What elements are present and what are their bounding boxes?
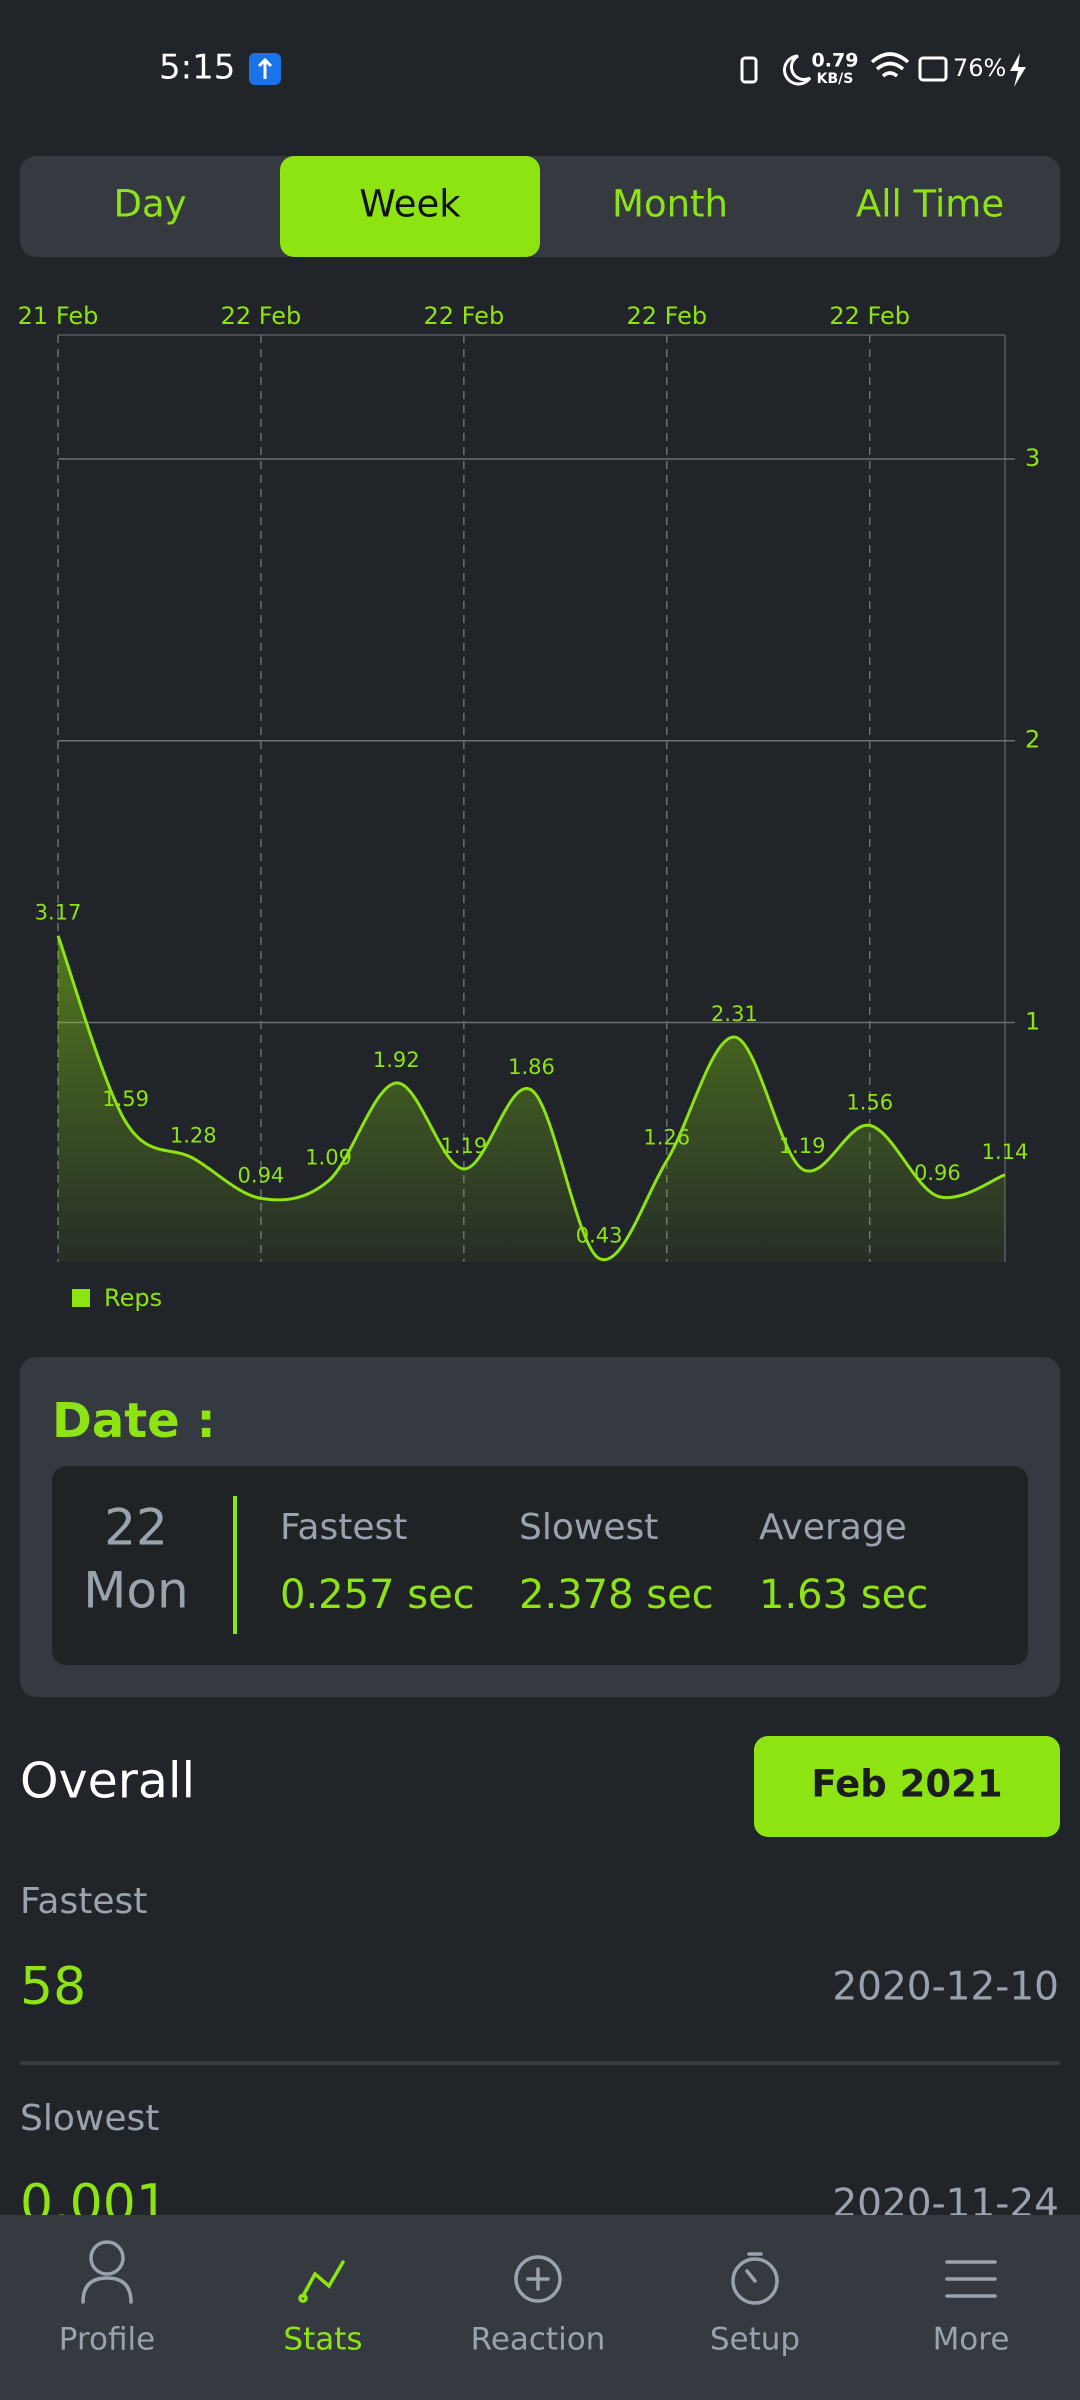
record-label: Slowest — [20, 2098, 159, 2139]
data-label: 1.28 — [170, 1123, 217, 1147]
area — [58, 935, 1005, 1262]
month-button-label[interactable]: Feb 2021 — [811, 1763, 1002, 1806]
x-tick-label: 21 Feb — [18, 302, 99, 330]
record-label: Fastest — [20, 1881, 147, 1922]
record-value: 58 — [20, 1957, 86, 2017]
stat-label: Slowest — [519, 1507, 658, 1548]
usb-glyph — [257, 57, 273, 79]
data-label: 1.19 — [779, 1134, 826, 1158]
x-tick-label: 22 Feb — [221, 302, 302, 330]
data-label: 0.43 — [576, 1223, 623, 1247]
stat-value: 1.63 sec — [759, 1572, 928, 1618]
network-unit: KB/S — [817, 71, 854, 87]
date-divider — [233, 1496, 237, 1634]
legend-swatch — [72, 1289, 90, 1307]
date-day: 22 — [104, 1499, 168, 1557]
stat-label: Average — [759, 1507, 907, 1548]
data-label: 1.19 — [440, 1134, 487, 1158]
x-tick-label: 22 Feb — [829, 302, 910, 330]
nav-label[interactable]: Reaction — [471, 2322, 606, 2358]
data-label: 0.96 — [914, 1161, 961, 1185]
data-label: 1.09 — [305, 1146, 352, 1170]
status-time: 5:15 — [159, 48, 235, 88]
y2-tick-label: 3 — [1025, 444, 1040, 472]
overall-title: Overall — [20, 1753, 195, 1810]
dnd-icon — [783, 54, 812, 86]
data-label: 1.86 — [508, 1055, 555, 1079]
data-label: 1.14 — [982, 1140, 1029, 1164]
record-date: 2020-12-10 — [832, 1965, 1059, 2010]
nav-icon[interactable] — [298, 2260, 345, 2303]
x-tick-label: 22 Feb — [424, 302, 505, 330]
data-label: 1.56 — [846, 1090, 893, 1114]
y2-tick-label: 1 — [1025, 1008, 1040, 1036]
nav-label[interactable]: Profile — [59, 2322, 155, 2358]
charging-icon — [1010, 53, 1026, 87]
date-inner-box — [52, 1466, 1028, 1665]
network-speed: 0.79 — [812, 50, 859, 72]
x-tick-label: 22 Feb — [626, 302, 707, 330]
stat-value: 0.257 sec — [280, 1572, 475, 1618]
bottom-nav — [0, 2215, 1080, 2400]
data-label: 0.94 — [238, 1163, 285, 1187]
stat-value: 2.378 sec — [519, 1572, 714, 1618]
tab-label[interactable]: Week — [359, 183, 461, 226]
nav-label[interactable]: More — [933, 2322, 1010, 2358]
tab-label[interactable]: Day — [113, 183, 186, 226]
y2-tick-label: 2 — [1025, 726, 1040, 754]
data-label: 1.92 — [373, 1048, 420, 1072]
wifi-icon — [870, 52, 910, 78]
tab-label[interactable]: Month — [612, 183, 728, 226]
sim-icon — [918, 56, 948, 82]
record-divider — [20, 2061, 1060, 2065]
line — [56, 935, 1006, 1262]
data-label: 1.26 — [643, 1126, 690, 1150]
data-label: 3.17 — [35, 901, 82, 925]
vibrate-icon — [740, 56, 758, 84]
nav-icon[interactable] — [81, 2240, 133, 2304]
tab-label[interactable]: All Time — [856, 183, 1004, 226]
date-weekday: Mon — [83, 1562, 188, 1620]
nav-icon[interactable] — [945, 2260, 997, 2298]
tab-selected[interactable] — [280, 156, 540, 257]
nav-icon[interactable] — [514, 2255, 562, 2303]
nav-label[interactable]: Stats — [283, 2322, 362, 2358]
battery-level: 76% — [953, 54, 1006, 82]
date-card-title: Date : — [52, 1393, 216, 1449]
data-label: 1.59 — [102, 1087, 149, 1111]
month-button[interactable] — [754, 1736, 1060, 1837]
stat-label: Fastest — [280, 1507, 407, 1548]
legend-label: Reps — [104, 1284, 162, 1312]
data-label: 2.31 — [711, 1002, 758, 1026]
nav-icon[interactable] — [731, 2252, 779, 2305]
nav-label[interactable]: Setup — [710, 2322, 800, 2358]
